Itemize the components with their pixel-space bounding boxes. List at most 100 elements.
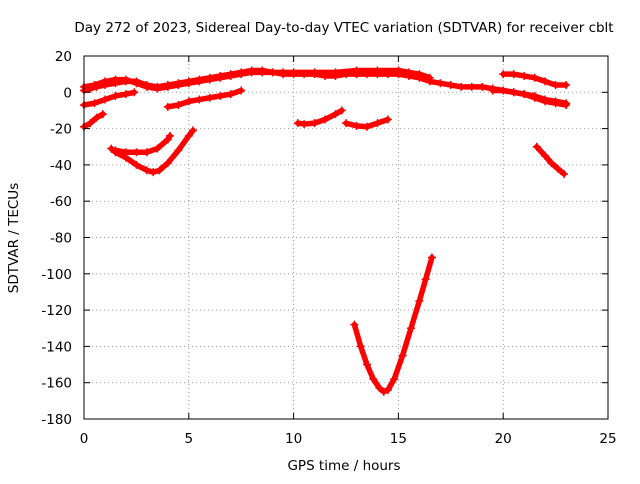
series-5 xyxy=(163,86,246,111)
data-point xyxy=(205,93,214,102)
data-point xyxy=(226,70,235,79)
y-tick-label: -60 xyxy=(50,194,72,210)
data-point xyxy=(559,169,568,178)
data-point xyxy=(530,91,539,100)
data-point xyxy=(562,99,571,108)
y-axis-label: SDTVAR / TECUs xyxy=(6,183,22,293)
y-tick-label: -140 xyxy=(41,339,72,355)
series-9 xyxy=(342,115,392,131)
x-tick-label: 10 xyxy=(285,431,302,447)
series-trace xyxy=(533,144,567,177)
data-point xyxy=(562,81,571,90)
data-point xyxy=(163,159,172,168)
data-point xyxy=(373,66,382,75)
data-point xyxy=(331,110,340,119)
data-point xyxy=(132,148,141,157)
data-point xyxy=(379,387,388,396)
series-13 xyxy=(532,142,568,178)
data-point xyxy=(404,68,413,77)
data-point xyxy=(174,79,183,88)
axis-ticks: 0 5 10 15 20 25 20 0 -20 -40 -60 -80 -100 -120 -140 -16… xyxy=(41,49,616,447)
series-2 xyxy=(80,66,434,95)
y-tick-label: -80 xyxy=(50,231,72,247)
y-tick-label: -100 xyxy=(41,267,72,283)
data-point xyxy=(415,70,424,79)
data-point xyxy=(350,320,359,329)
data-point xyxy=(111,79,120,88)
x-tick-label: 0 xyxy=(80,431,89,447)
series-7 xyxy=(111,131,174,157)
data-point xyxy=(530,73,539,82)
data-point xyxy=(383,385,392,394)
data-point xyxy=(553,164,562,173)
data-point xyxy=(86,84,95,93)
series-6 xyxy=(107,126,197,177)
y-tick-label: -20 xyxy=(50,122,72,138)
data-point xyxy=(100,95,109,104)
data-point xyxy=(258,66,267,75)
data-point xyxy=(155,166,164,175)
data-point xyxy=(289,68,298,77)
data-point xyxy=(153,82,162,91)
data-point xyxy=(121,90,130,99)
data-point xyxy=(132,77,141,86)
data-point xyxy=(488,86,497,95)
data-point xyxy=(237,86,246,95)
data-point xyxy=(184,97,193,106)
data-point xyxy=(321,115,330,124)
data-point xyxy=(520,71,529,80)
data-point xyxy=(92,82,101,91)
data-point xyxy=(90,99,99,108)
x-tick-label: 20 xyxy=(495,431,512,447)
x-tick-label: 25 xyxy=(599,431,616,447)
data-point xyxy=(226,90,235,99)
data-point xyxy=(184,131,193,140)
data-point xyxy=(362,360,371,369)
data-point xyxy=(216,91,225,100)
data-point xyxy=(310,119,319,128)
data-point xyxy=(356,342,365,351)
data-point xyxy=(310,68,319,77)
data-point xyxy=(121,77,130,86)
data-point xyxy=(457,82,466,91)
data-point xyxy=(300,120,309,129)
y-tick-label: -120 xyxy=(41,303,72,319)
data-point xyxy=(111,146,120,155)
data-point xyxy=(142,81,151,90)
x-axis-label: GPS time / hours xyxy=(287,458,400,474)
series-12 xyxy=(488,86,571,108)
data-point xyxy=(132,160,141,169)
data-point xyxy=(415,297,424,306)
data-point xyxy=(352,121,361,130)
data-series xyxy=(80,66,571,396)
grid-lines xyxy=(84,56,608,419)
data-point xyxy=(163,81,172,90)
data-point xyxy=(247,66,256,75)
data-point xyxy=(98,110,107,119)
data-point xyxy=(174,146,183,155)
data-point xyxy=(188,126,197,135)
series-11 xyxy=(499,70,571,90)
data-point xyxy=(369,375,378,384)
data-point xyxy=(499,86,508,95)
data-point xyxy=(446,81,455,90)
data-point xyxy=(279,68,288,77)
y-tick-label: 20 xyxy=(55,49,72,65)
data-point xyxy=(237,68,246,77)
y-tick-label: -180 xyxy=(41,412,72,428)
y-tick-label: 0 xyxy=(63,85,72,101)
chart-title: Day 272 of 2023, Sidereal Day-to-day VTE… xyxy=(74,20,613,36)
data-point xyxy=(394,66,403,75)
x-tick-label: 5 xyxy=(185,431,194,447)
series-trace xyxy=(351,254,435,395)
data-point xyxy=(331,68,340,77)
data-point xyxy=(153,144,162,153)
data-point xyxy=(184,77,193,86)
data-point xyxy=(541,151,550,160)
data-point xyxy=(425,73,434,82)
data-point xyxy=(216,71,225,80)
data-point xyxy=(373,119,382,128)
data-point xyxy=(111,91,120,100)
